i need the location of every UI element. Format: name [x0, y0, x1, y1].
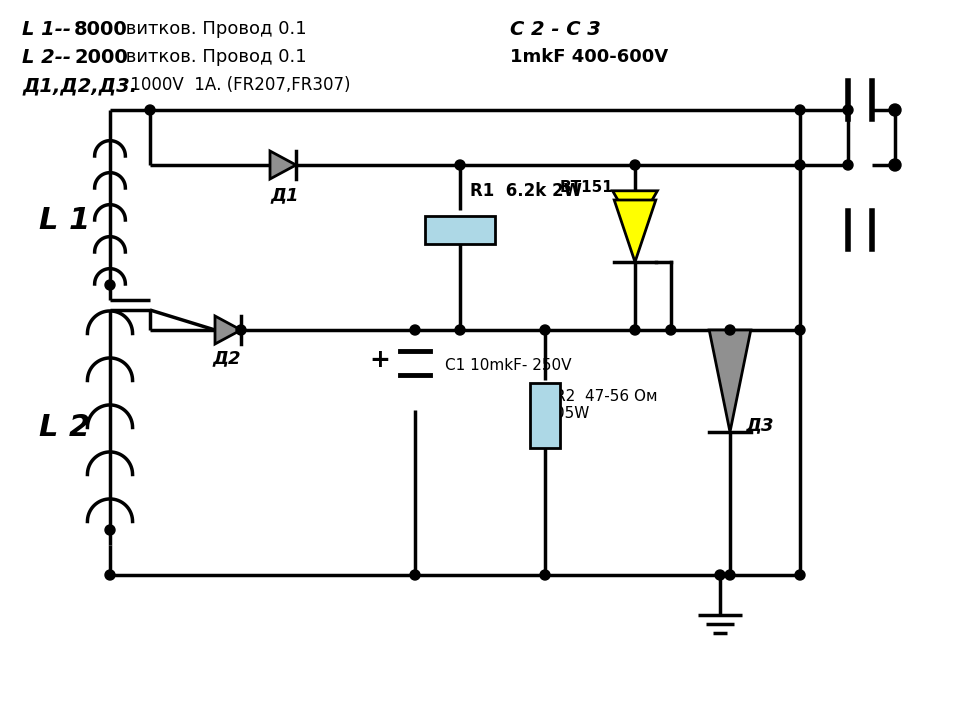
Text: Д1,Д2,Д3.: Д1,Д2,Д3.: [22, 76, 137, 95]
Circle shape: [540, 570, 550, 580]
Circle shape: [889, 104, 901, 116]
Circle shape: [410, 570, 420, 580]
Text: C1 10mkF- 250V: C1 10mkF- 250V: [445, 358, 571, 372]
Text: витков. Провод 0.1: витков. Провод 0.1: [120, 20, 306, 38]
Circle shape: [540, 325, 550, 335]
Circle shape: [105, 525, 115, 535]
Circle shape: [145, 105, 155, 115]
Circle shape: [455, 325, 465, 335]
Circle shape: [715, 570, 725, 580]
Circle shape: [410, 325, 420, 335]
Polygon shape: [270, 151, 296, 179]
Circle shape: [105, 570, 115, 580]
Circle shape: [843, 160, 853, 170]
Circle shape: [236, 325, 246, 335]
Bar: [425, 216, 495, 244]
Text: витков. Провод 0.1: витков. Провод 0.1: [120, 48, 306, 66]
Text: +: +: [370, 348, 391, 372]
Text: L 1--: L 1--: [22, 20, 71, 39]
Polygon shape: [215, 316, 241, 344]
Text: R2  47-56 Ом
05W: R2 47-56 Ом 05W: [555, 389, 658, 421]
Text: L 1: L 1: [39, 205, 90, 235]
Circle shape: [630, 325, 640, 335]
Text: 1000V  1А. (FR207,FR307): 1000V 1А. (FR207,FR307): [125, 76, 350, 94]
Bar: [530, 382, 560, 448]
Circle shape: [795, 160, 805, 170]
Circle shape: [725, 570, 735, 580]
Text: Д2: Д2: [212, 349, 241, 367]
Text: 1mkF 400-600V: 1mkF 400-600V: [510, 48, 668, 66]
Circle shape: [795, 325, 805, 335]
Text: L 2--: L 2--: [22, 48, 71, 67]
Polygon shape: [709, 330, 751, 432]
Text: Д1: Д1: [270, 186, 299, 204]
Text: C 2 - C 3: C 2 - C 3: [510, 20, 601, 39]
Circle shape: [889, 159, 901, 171]
Text: R1  6.2k 2W: R1 6.2k 2W: [470, 182, 582, 200]
Circle shape: [795, 105, 805, 115]
Text: BT151: BT151: [560, 180, 613, 195]
Text: Д3: Д3: [745, 416, 774, 434]
Circle shape: [795, 570, 805, 580]
Circle shape: [843, 105, 853, 115]
Text: L 2: L 2: [39, 413, 90, 442]
Circle shape: [630, 160, 640, 170]
Circle shape: [725, 325, 735, 335]
Circle shape: [455, 160, 465, 170]
Text: 8000: 8000: [74, 20, 128, 39]
Polygon shape: [614, 200, 656, 262]
Circle shape: [666, 325, 676, 335]
Text: 2000: 2000: [74, 48, 128, 67]
Circle shape: [105, 280, 115, 290]
Polygon shape: [612, 191, 658, 230]
